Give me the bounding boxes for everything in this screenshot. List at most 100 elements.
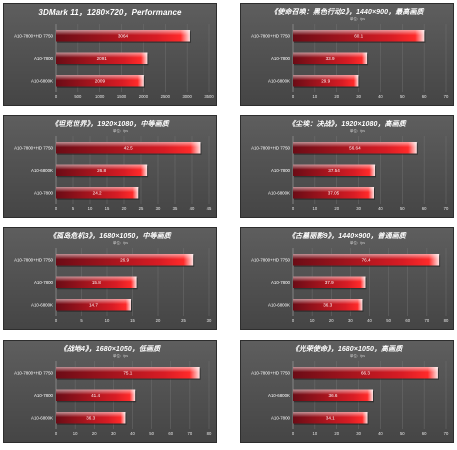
- x-tick-label: 15: [105, 206, 110, 211]
- x-tick-label: 0: [292, 318, 295, 323]
- bar-highlight: [56, 389, 136, 395]
- unit-label: 单位：fps: [349, 241, 365, 245]
- bar: [56, 276, 137, 288]
- category-label: A10-7800+HD 7750: [251, 33, 290, 38]
- x-tick-label: 60: [168, 431, 173, 436]
- x-tick-label: 40: [130, 431, 135, 436]
- x-tick-label: 20: [156, 318, 161, 323]
- category-label: A10-7800: [34, 190, 54, 195]
- x-tick-label: 0: [55, 206, 58, 211]
- chart-plot: 0 10 20 30 40 50 60 70 80 A10-7800+HD 7750 76.4 A10…: [251, 248, 449, 323]
- bar-highlight: [293, 276, 366, 282]
- value-label: 75.1: [123, 370, 132, 375]
- x-tick-label: 70: [188, 431, 193, 436]
- x-tick-label: 10: [73, 431, 78, 436]
- x-tick-label: 20: [334, 206, 339, 211]
- chart-title: 《战地4》，1680×1050，低画质: [59, 346, 161, 353]
- x-tick-label: 0: [55, 431, 58, 436]
- x-tick-label: 50: [400, 206, 405, 211]
- x-tick-label: 80: [444, 318, 449, 323]
- chart-plot: 0 10 20 30 40 50 60 70 A10-7800+HD 7750 66.3 A10-6…: [251, 361, 449, 436]
- category-label: A10-7800: [34, 56, 54, 61]
- chart-plot: 0 5 10 15 20 25 30 35 40 45 A10-7800+HD 7750 42.5 A1…: [14, 136, 212, 211]
- value-label: 36.3: [86, 415, 95, 420]
- x-tick-label: 10: [310, 318, 315, 323]
- x-tick-label: 70: [444, 431, 449, 436]
- unit-label: 单位：fps: [349, 129, 365, 133]
- chart-panel-crysis-3: 《孤岛危机3》，1680×1050，中等画质 单位：fps 0 5 10 15 20 25…: [3, 227, 217, 330]
- x-tick-label: 25: [181, 318, 186, 323]
- x-tick-label: 1500: [117, 94, 127, 99]
- x-tick-label: 50: [386, 318, 391, 323]
- value-label: 26.8: [97, 168, 106, 173]
- category-label: A10-7800: [271, 280, 291, 285]
- bar-highlight: [56, 299, 131, 305]
- bar-highlight: [56, 412, 126, 418]
- bar-highlight: [56, 276, 137, 282]
- bar: [56, 187, 139, 199]
- chart-title: 《古墓丽影9》，1440×900，普通画质: [288, 233, 406, 240]
- value-label: 60.1: [354, 33, 363, 38]
- x-tick-label: 30: [111, 431, 116, 436]
- bar-highlight: [293, 254, 440, 260]
- bar-highlight: [293, 412, 368, 418]
- x-tick-label: 30: [356, 206, 361, 211]
- value-label: 76.4: [362, 257, 371, 262]
- x-tick-label: 30: [207, 318, 212, 323]
- x-tick-label: 2000: [139, 94, 149, 99]
- chart-title: 《使命召唤：黑色行动2》，1440×900，最高画质: [270, 9, 424, 16]
- category-label: A10-7800+HD 7750: [14, 370, 53, 375]
- unit-label: 单位：fps: [349, 354, 365, 358]
- unit-label: 单位：fps: [112, 354, 128, 358]
- bar-highlight: [56, 254, 194, 260]
- x-tick-label: 60: [405, 318, 410, 323]
- x-tick-label: 0: [292, 94, 295, 99]
- bar: [293, 187, 374, 199]
- bar-highlight: [293, 389, 373, 395]
- x-tick-label: 20: [122, 206, 127, 211]
- x-tick-label: 40: [367, 318, 372, 323]
- x-tick-label: 5: [80, 318, 83, 323]
- category-label: A10-6800K: [268, 302, 290, 307]
- category-label: A10-6800K: [268, 393, 290, 398]
- bar: [293, 30, 425, 42]
- chart-panel-battlefield-4: 《战地4》，1680×1050，低画质 单位：fps 0 10 20 30 40 50 60…: [3, 340, 217, 443]
- bar-highlight: [293, 52, 368, 58]
- x-tick-label: 50: [400, 431, 405, 436]
- chart-panel-3dmark11: 3DMark 11，1280×720，Performance 0 500 1000 1…: [3, 3, 217, 106]
- x-tick-label: 2500: [161, 94, 171, 99]
- bar: [56, 299, 131, 311]
- bar: [293, 389, 373, 401]
- bar: [56, 254, 194, 266]
- x-tick-label: 80: [207, 431, 212, 436]
- x-tick-label: 3500: [204, 94, 214, 99]
- value-label: 29.9: [321, 78, 330, 83]
- chart-plot: 0 5 10 15 20 25 30 A10-7800+HD 7750 26.9 A10-7800…: [14, 248, 212, 323]
- value-label: 15.8: [92, 280, 101, 285]
- bar-highlight: [56, 164, 148, 170]
- chart-panel-dirt-showdown: 《尘埃：决战》，1920×1080，高画质 单位：fps 0 10 20 30 40 50…: [240, 115, 454, 218]
- bar: [293, 254, 440, 266]
- unit-label: 单位：fps: [349, 17, 365, 21]
- category-label: A10-6800K: [31, 302, 53, 307]
- category-label: A10-6800K: [31, 415, 53, 420]
- bar-highlight: [293, 164, 376, 170]
- chart-panel-world-of-tanks: 《坦克世界》，1920×1080，中等画质 单位：fps 0 5 10 15 20 25 3…: [3, 115, 217, 218]
- x-tick-label: 0: [292, 431, 295, 436]
- bar: [56, 164, 148, 176]
- x-tick-label: 500: [74, 94, 82, 99]
- chart-plot: 0 10 20 30 40 50 60 70 A10-7800+HD 7750 56.64 A10-…: [251, 136, 449, 211]
- x-tick-label: 10: [313, 94, 318, 99]
- x-tick-label: 60: [422, 94, 427, 99]
- x-tick-label: 45: [207, 206, 212, 211]
- category-label: A10-6800K: [268, 78, 290, 83]
- x-tick-label: 60: [422, 206, 427, 211]
- category-label: A10-7800+HD 7750: [14, 145, 53, 150]
- category-label: A10-7800: [34, 280, 54, 285]
- value-label: 33.9: [326, 56, 335, 61]
- unit-label: 单位：fps: [112, 129, 128, 133]
- value-label: 56.64: [349, 145, 361, 150]
- bar: [293, 142, 417, 154]
- unit-label: 单位：fps: [112, 241, 128, 245]
- chart-panel-black-ops-2: 《使命召唤：黑色行动2》，1440×900，最高画质 单位：fps 0 10 20 3…: [240, 3, 454, 106]
